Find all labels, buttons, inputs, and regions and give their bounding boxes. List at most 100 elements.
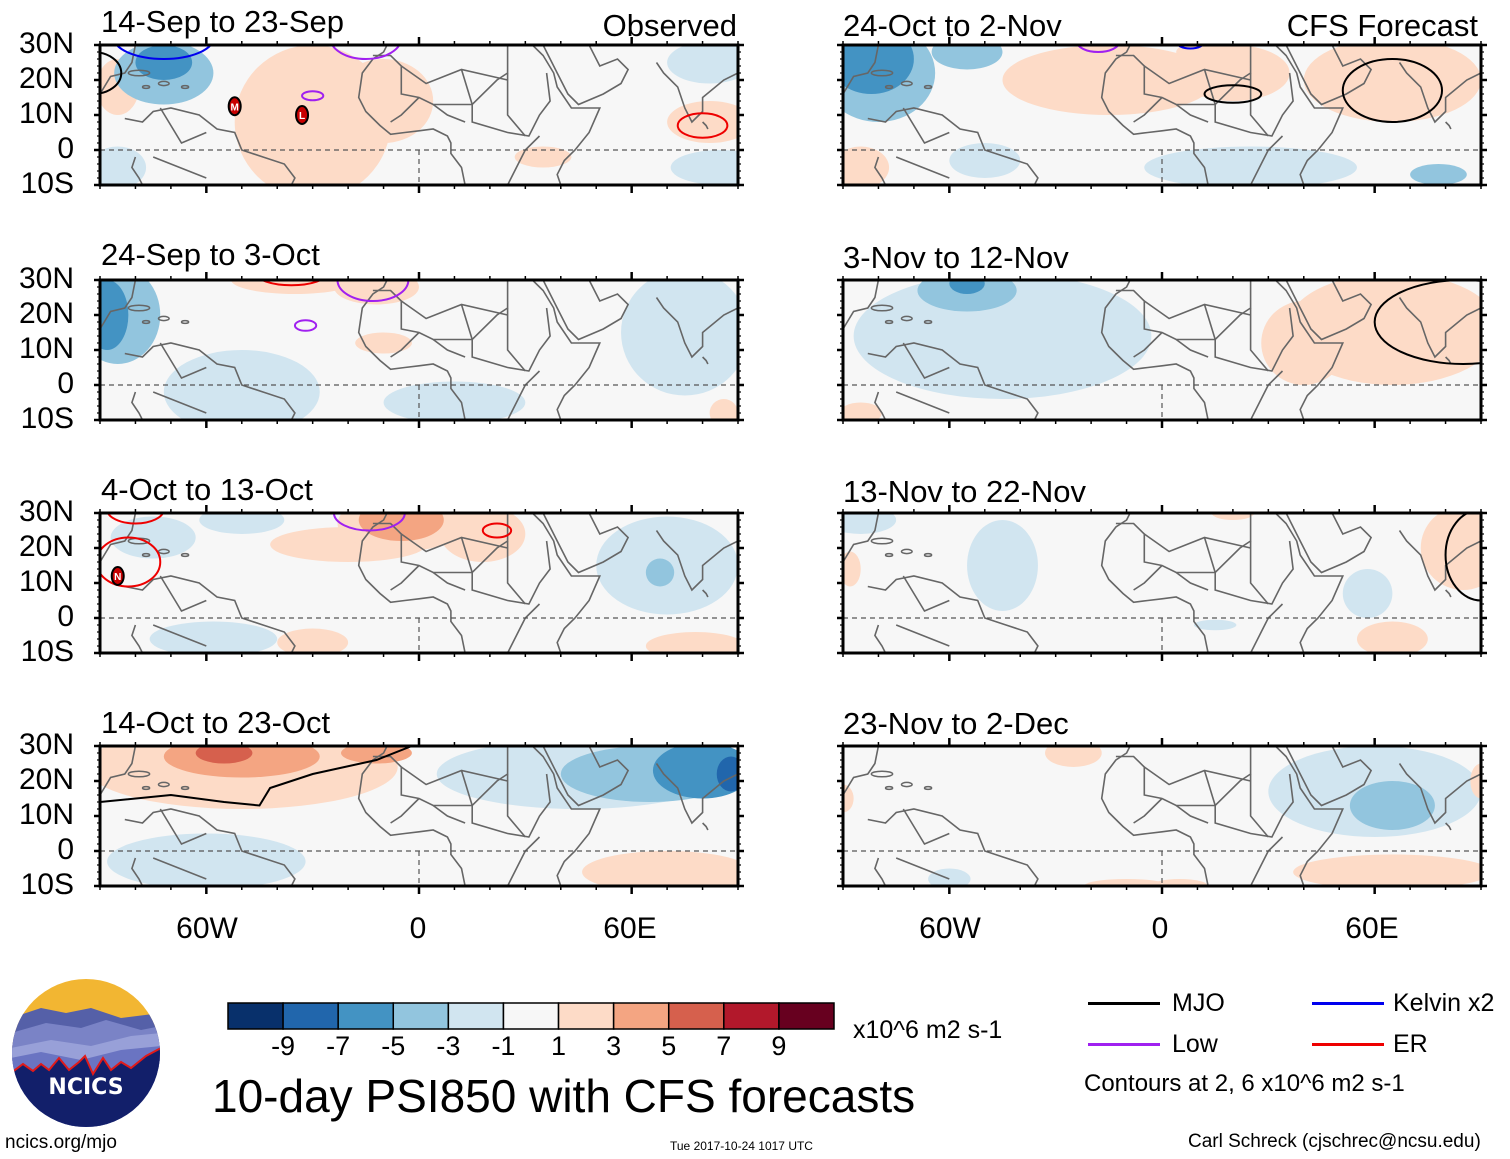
coastline [702,589,709,598]
coastline [867,808,1039,886]
island [127,69,151,77]
country-border [460,69,551,137]
coastline [655,297,738,359]
island [870,304,894,312]
country-border [159,575,207,613]
positive-anomaly [645,632,738,653]
legend-low-label: Low [1172,1030,1218,1058]
coastline [1398,62,1481,124]
coastline [874,156,887,185]
cfs-forecast-tag: CFS Forecast [1286,8,1478,43]
coastline [357,45,466,185]
country-border [460,770,551,838]
panel-title-6: 3-Nov to 12-Nov [843,240,1069,275]
island [884,552,894,558]
country-border [432,804,466,824]
coastline [1285,280,1373,341]
lat-label: 10N [18,332,74,365]
negative-anomaly [1144,146,1357,185]
colorbar-swatch [227,1002,284,1030]
negative-anomaly [967,520,1038,611]
positive-anomaly [699,858,721,879]
island [157,548,170,555]
positive-anomaly [1261,301,1347,385]
island [127,304,151,312]
country-border [1143,533,1251,553]
negative-anomaly [1349,781,1435,830]
country-border [1115,746,1252,807]
panel-title-8: 23-Nov to 2-Dec [843,706,1069,741]
er-contour [106,513,165,525]
coastline [843,513,880,563]
island [923,552,933,558]
legend-er-line [1312,1043,1384,1046]
island [157,315,170,322]
colorbar-tick-label: -3 [436,1031,461,1061]
map-panel-4 [94,738,744,894]
colorbar-tick-label: -5 [381,1031,406,1061]
country-border [1249,836,1284,886]
negative-anomaly [853,280,1152,399]
positive-anomaly [333,59,434,143]
country-border [506,836,541,886]
country-border [159,808,207,846]
legend-kelvin-line [1312,1002,1384,1005]
country-border [506,774,526,838]
positive-anomaly [582,851,738,886]
mjo-contour [100,746,413,807]
coastline [100,45,137,95]
panel-title-1: 14-Sep to 23-Sep [101,4,345,39]
map-panel-1: ML [94,37,744,193]
tropical-storm-icon: M [227,96,242,117]
lat-label: 10N [18,97,74,130]
low-contour [1076,45,1120,53]
mjo-contour [1373,280,1481,365]
country-border [1175,804,1209,824]
coastline [874,624,887,653]
legend-mjo-line [1088,1002,1160,1005]
country-border [1175,571,1209,591]
tropical-storm-icon: N [110,566,125,586]
footer-url[interactable]: ncics.org/mjo [5,1132,117,1153]
country-border [1203,69,1294,137]
country-border [432,571,466,591]
legend-contour-note: Contours at 2, 6 x10^6 m2 s-1 [1084,1070,1405,1097]
coastline [702,356,709,365]
country-border [1249,370,1284,420]
lat-label: 30N [18,27,74,60]
coastline [1100,280,1209,420]
panel-title-4: 14-Oct to 23-Oct [101,705,331,740]
coastline [1445,121,1452,130]
country-border [460,537,551,605]
island [157,80,170,87]
negative-anomaly [100,146,147,185]
observed-tag: Observed [602,8,737,43]
country-border [390,331,420,358]
lon-label-60e-right: 60E [1345,912,1399,945]
kelvin-x2-contour [115,45,212,60]
country-border [1133,331,1163,358]
country-border [372,513,509,574]
colorbar-tick-label: 7 [716,1031,732,1061]
coastline [131,624,144,653]
lat-label: 10S [20,167,74,200]
island [141,552,151,558]
negative-anomaly [100,280,129,350]
lat-label: 10S [20,635,74,668]
country-border [902,342,950,380]
coastline [655,763,738,825]
country-border [1143,65,1251,85]
coastline [131,391,144,420]
country-border [1249,541,1269,605]
coastline [357,513,466,653]
lat-label: 30N [18,728,74,761]
negative-anomaly [1193,619,1237,631]
lat-label: 10S [20,402,74,435]
country-border [400,533,508,553]
coastline [1274,746,1345,886]
colorbar-tick-label: -7 [326,1031,351,1061]
coastline [867,575,1039,653]
er-contour [676,112,729,139]
country-border [1249,308,1269,372]
country-border [152,857,207,880]
